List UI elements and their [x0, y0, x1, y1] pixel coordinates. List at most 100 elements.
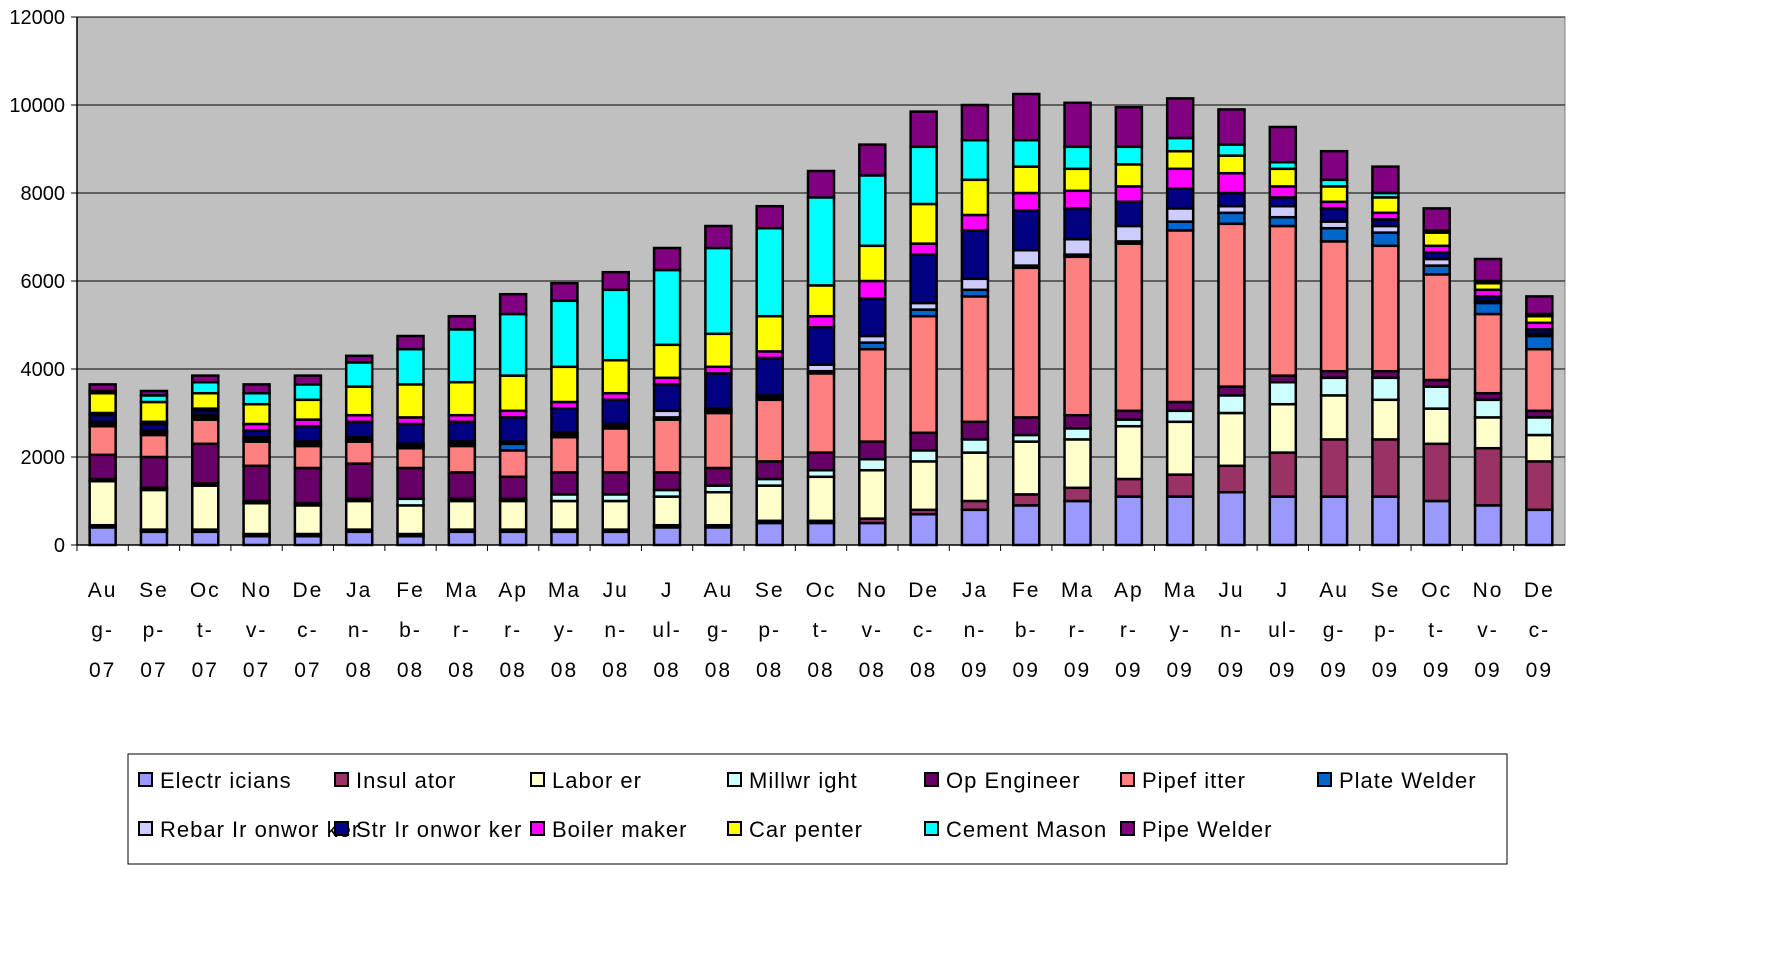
bar-segment: [652, 343, 682, 380]
bar-segment: [806, 325, 836, 366]
y-tick-labels: 0 2000 4000 6000 8000 10000 12000: [9, 7, 65, 557]
bar-segment: [960, 499, 990, 512]
bar-segment: [1371, 495, 1400, 547]
bar-segment: [858, 347, 887, 443]
bar-segment: [88, 383, 117, 393]
bar-segment: [1011, 92, 1041, 142]
bar-segment: [1371, 231, 1400, 248]
bar-segment: [1217, 108, 1246, 146]
bar-segment: [960, 229, 990, 281]
x-tick-labels: Au g-07 Se p-07 Oc t-07 No v-07 De c-07 Ja n-08 Fe b-…: [76, 545, 1553, 682]
bar-segment: [1165, 473, 1195, 498]
bar-segment: [806, 284, 836, 318]
bar-segment: [1114, 163, 1144, 188]
bar-segment: [1011, 191, 1041, 212]
bar-segment: [858, 279, 887, 300]
bar-segment: [1011, 138, 1041, 168]
bar-segment: [1525, 460, 1554, 512]
bar-segment: [293, 466, 323, 505]
legend-swatch: [334, 772, 349, 787]
bar-segment: [1165, 149, 1195, 171]
legend-label: Boiler maker: [552, 817, 687, 842]
legend-swatch: [138, 821, 153, 836]
x-tick-label: Oc t-09: [1421, 579, 1452, 682]
bar-segment: [652, 495, 682, 527]
bar-segment: [242, 440, 271, 468]
bar-segment: [909, 512, 938, 547]
bar-segment: [242, 402, 271, 426]
bar-segment: [806, 169, 836, 199]
bar-segment: [1217, 171, 1246, 195]
bar-segment: [601, 427, 631, 474]
bar-segment: [960, 438, 990, 454]
bar-segment: [1319, 438, 1349, 498]
bar-segment: [1422, 273, 1451, 382]
x-tick-label: Ja n-09: [961, 579, 988, 682]
bar-segment: [1165, 229, 1195, 404]
legend-swatch: [530, 772, 545, 787]
bar-segment: [1473, 398, 1503, 419]
bar-segment: [960, 451, 990, 503]
bar-segment: [704, 224, 733, 250]
bar-segment: [858, 468, 887, 520]
bar-segment: [1319, 240, 1349, 373]
x-tick-label: No v-07: [241, 579, 272, 682]
bar-segment: [1165, 97, 1195, 140]
bar-segment: [1063, 438, 1092, 490]
bar-segment: [550, 299, 579, 369]
bar-segment: [498, 416, 528, 443]
legend-swatch: [1317, 772, 1332, 787]
bar-segment: [909, 110, 938, 149]
bar-segment: [88, 391, 117, 415]
x-tick-label: Ma y-08: [548, 579, 581, 682]
bar-segment: [704, 411, 733, 470]
bar-segment: [1063, 167, 1092, 193]
bar-segment: [1063, 189, 1092, 210]
bar-segment: [1114, 495, 1144, 547]
legend-label: Cement Mason: [946, 817, 1107, 842]
bar-segment: [293, 374, 323, 386]
bar-segment: [1319, 394, 1349, 441]
bar-segment: [498, 374, 528, 413]
bar-segment: [498, 475, 528, 501]
x-tick-label: Ap r-08: [498, 579, 528, 682]
bar-segment: [1525, 347, 1554, 413]
bar-segment: [1114, 145, 1144, 166]
legend-swatch: [727, 772, 742, 787]
x-tick-label: Au g-08: [704, 579, 734, 682]
bar-segment: [1319, 207, 1349, 223]
bar-segment: [1371, 398, 1400, 441]
bar-segment: [1217, 464, 1246, 494]
x-tick-label: Ap r-09: [1114, 579, 1144, 682]
legend-swatch: [138, 772, 153, 787]
bar-segment: [1165, 400, 1195, 413]
bar-segment: [755, 484, 784, 523]
bar-segment: [1011, 440, 1041, 496]
bar-segment: [1217, 143, 1246, 157]
bar-segment: [1165, 409, 1195, 424]
bar-segment: [755, 204, 784, 230]
y-tick-label: 0: [54, 535, 65, 557]
bar-segment: [1114, 185, 1144, 204]
bar-segment: [498, 292, 528, 316]
bar-segment: [806, 475, 836, 523]
bar-segment: [447, 380, 477, 417]
bar-segment: [960, 178, 990, 217]
bar-segment: [1165, 420, 1195, 476]
bar-segment: [1063, 486, 1092, 503]
x-tick-label: No v-08: [857, 579, 888, 682]
bar-segment: [191, 530, 220, 547]
bar-segment: [652, 471, 682, 492]
bar-segment: [344, 385, 374, 417]
bar-segment: [344, 361, 374, 388]
legend-label: Op Engineer: [946, 768, 1081, 793]
bar-segment: [396, 466, 425, 501]
bar-segment: [1063, 145, 1092, 171]
legend-label: Plate Welder: [1339, 768, 1477, 793]
legend-swatch: [334, 821, 349, 836]
bar-segment: [960, 138, 990, 182]
legend-label: Str Ir onwor ker: [356, 817, 522, 842]
bar-segment: [1473, 301, 1503, 316]
